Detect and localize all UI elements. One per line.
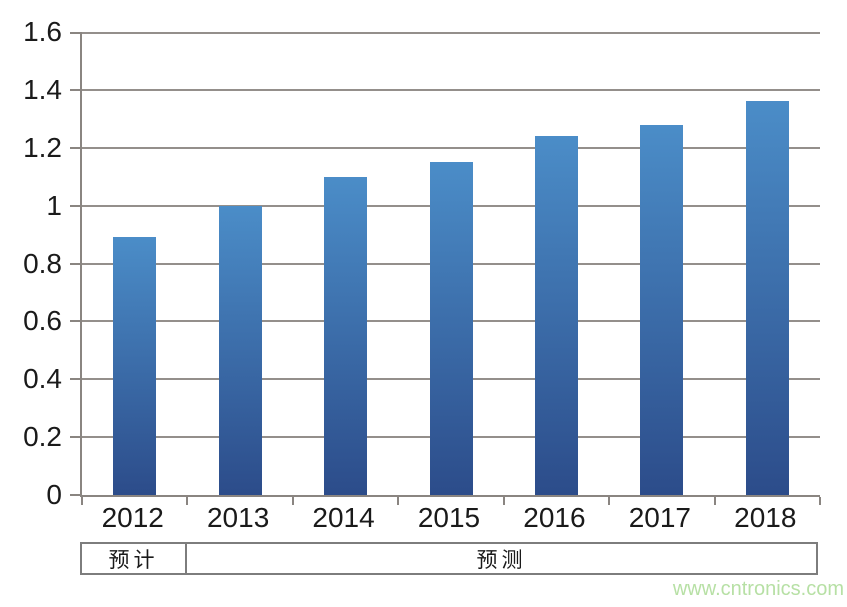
bar-2015 bbox=[429, 162, 473, 495]
x-axis-tick-label: 2015 bbox=[417, 502, 481, 533]
y-axis-tick bbox=[70, 436, 80, 439]
x-axis-tick bbox=[819, 497, 821, 505]
gridline bbox=[82, 146, 820, 149]
y-axis-tick bbox=[70, 262, 80, 265]
y-axis-tick bbox=[70, 32, 80, 34]
x-axis-tick bbox=[713, 497, 716, 505]
x-axis-tick bbox=[502, 497, 505, 505]
x-axis-tick bbox=[608, 497, 611, 505]
y-axis-tick bbox=[70, 494, 80, 496]
x-axis-tick bbox=[81, 497, 83, 505]
estimate-label: 预计 bbox=[108, 548, 159, 572]
y-axis-tick-label: 1.4 bbox=[23, 73, 62, 105]
gridline bbox=[82, 88, 820, 91]
x-axis-tick bbox=[397, 497, 400, 505]
y-axis-tick bbox=[70, 146, 80, 149]
bar-2017 bbox=[640, 124, 684, 495]
y-axis-tick-label: 1.6 bbox=[23, 16, 62, 47]
x-axis-tick-label: 2014 bbox=[312, 502, 375, 533]
period-table: 预计 预测 bbox=[80, 542, 818, 575]
x-axis-tick-label: 2012 bbox=[101, 502, 164, 533]
bar-2018 bbox=[745, 101, 789, 495]
watermark: www.cntronics.com bbox=[672, 578, 844, 600]
y-axis-tick-label: 0.4 bbox=[23, 363, 62, 395]
forecast-cell: 预测 bbox=[187, 544, 816, 573]
bar-2013 bbox=[218, 205, 262, 495]
x-axis-tick-label: 2016 bbox=[523, 502, 586, 533]
bar-2012 bbox=[113, 237, 157, 495]
y-axis-tick-label: 0 bbox=[46, 479, 62, 510]
x-axis-tick-label: 2018 bbox=[734, 502, 797, 533]
y-axis-tick-label: 1.2 bbox=[23, 131, 62, 163]
y-axis-tick bbox=[70, 88, 80, 91]
y-axis-tick bbox=[70, 320, 80, 323]
bar-2014 bbox=[324, 176, 368, 495]
y-axis-tick-label: 0.8 bbox=[23, 247, 62, 279]
bar-2016 bbox=[534, 136, 578, 495]
x-axis-tick bbox=[186, 497, 189, 505]
plot-area bbox=[70, 32, 821, 505]
forecast-label: 预测 bbox=[476, 548, 527, 572]
x-axis-tick bbox=[291, 497, 294, 505]
y-axis-tick-label: 0.6 bbox=[23, 305, 62, 337]
y-axis-tick bbox=[70, 378, 80, 381]
y-axis-tick bbox=[70, 204, 80, 207]
x-axis-tick-label: 2013 bbox=[206, 502, 270, 533]
y-axis-tick-label: 1 bbox=[46, 189, 62, 221]
estimate-cell: 预计 bbox=[82, 544, 187, 573]
y-axis-tick-label: 0.2 bbox=[23, 421, 62, 453]
x-axis-tick-label: 2017 bbox=[628, 502, 691, 533]
gridline bbox=[82, 32, 820, 34]
